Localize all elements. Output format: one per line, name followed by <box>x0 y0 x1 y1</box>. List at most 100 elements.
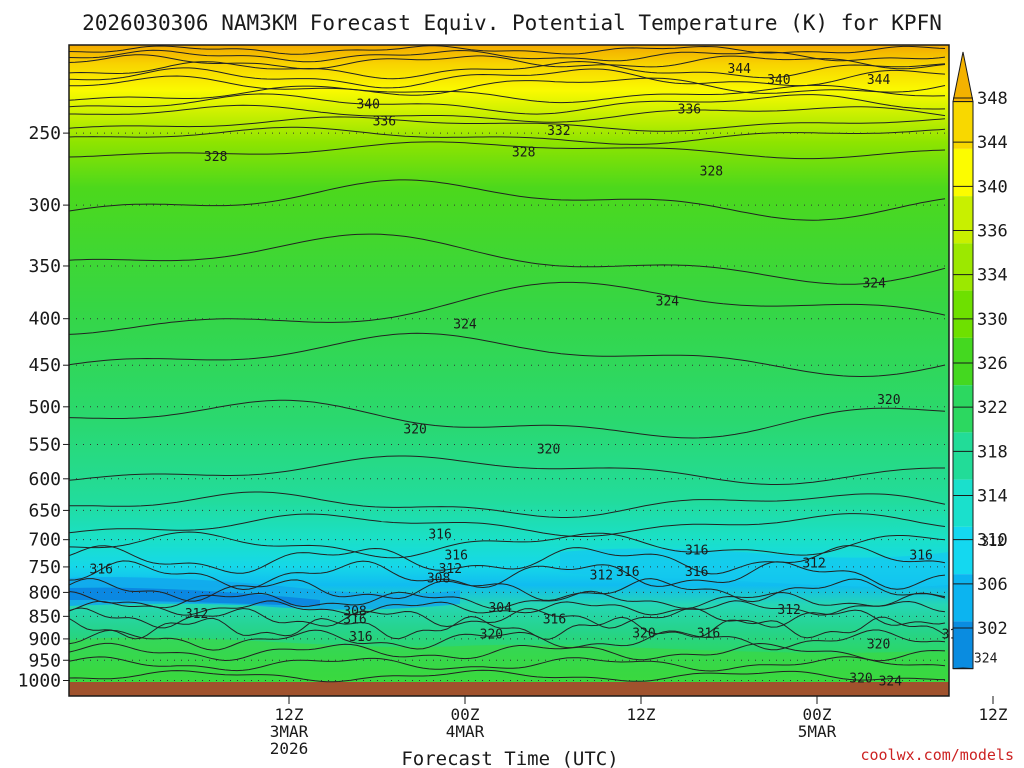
contour-label-41: 320 <box>849 672 872 687</box>
contour-label-25: 312 <box>802 557 825 572</box>
colorbar-band-9 <box>953 526 973 575</box>
contour-label-5: 336 <box>678 103 701 118</box>
y-tick-label-1000: 1000 <box>18 671 61 692</box>
contour-label-21: 316 <box>616 565 639 580</box>
contour-label-7: 328 <box>204 150 227 165</box>
cold-layer-east <box>560 548 949 587</box>
y-tick-label-950: 950 <box>28 650 61 671</box>
contour-label-31: 304 <box>488 601 512 616</box>
contour-label-11: 324 <box>656 295 680 310</box>
x-tick-label-3-0: 00Z <box>803 705 832 724</box>
contour-label-22: 312 <box>590 569 613 584</box>
colorbar-frame <box>952 101 974 670</box>
y-tick-label-850: 850 <box>28 606 61 627</box>
contour-line-3 <box>69 60 946 80</box>
contour-line-29 <box>69 642 946 662</box>
contour-label-20: 308 <box>427 571 450 586</box>
x-tick-label-1-0: 00Z <box>451 705 480 724</box>
contour-label-14: 320 <box>403 422 426 437</box>
colorbar-band-4 <box>953 290 973 338</box>
contour-label-10: 324 <box>862 277 886 292</box>
colorbar-band-3 <box>953 243 973 291</box>
contour-line-7 <box>69 93 946 115</box>
ground-strip <box>69 682 949 696</box>
cold-layer-west <box>69 577 460 610</box>
x-tick-label-4-0: 12Z <box>979 705 1008 724</box>
colorbar-label-12: 302 <box>977 619 1008 639</box>
contour-label-8: 328 <box>512 146 535 161</box>
contour-line-27 <box>69 615 946 640</box>
contour-label-1: 340 <box>767 73 790 88</box>
contour-line-12 <box>69 179 946 221</box>
contour-label-15: 320 <box>537 443 560 458</box>
x-tick-label-0-2: 2026 <box>270 739 309 758</box>
chart-title: 2026030306 NAM3KM Forecast Equiv. Potent… <box>82 11 942 35</box>
y-tick-label-500: 500 <box>28 397 61 418</box>
contour-line-20 <box>69 531 946 559</box>
y-tick-label-750: 750 <box>28 557 61 578</box>
colorbar-band-10 <box>953 574 973 622</box>
contour-line-13 <box>69 233 946 285</box>
contour-label-37: 316 <box>697 626 720 641</box>
colorbar-band-8 <box>953 479 973 527</box>
x-tick-label-0-1: 3MAR <box>270 722 309 741</box>
contour-label-4: 336 <box>373 114 396 129</box>
contour-label-29: 308 <box>343 605 366 620</box>
colorbar-band-11 <box>953 621 973 669</box>
contour-line-2 <box>69 54 946 70</box>
contour-label-32: 316 <box>543 613 566 628</box>
contour-label-30: 316 <box>343 613 366 628</box>
contour-label-3: 340 <box>356 98 379 113</box>
contour-label-23: 316 <box>685 544 708 559</box>
contour-line-31 <box>69 669 945 683</box>
contour-line-30 <box>69 656 946 672</box>
contour-line-23 <box>69 578 946 603</box>
colorbar-band-6 <box>953 385 973 433</box>
watermark: coolwx.com/models <box>860 746 1014 764</box>
contour-label-42: 324 <box>879 675 903 690</box>
x-tick-label-1-1: 4MAR <box>446 722 485 741</box>
contour-label-35: 320 <box>480 628 503 643</box>
colorbar-band-1 <box>953 148 973 197</box>
colorbar: 348 344 340 336 334 330 326 322 318 314 310 306 302 <box>952 51 1008 670</box>
colorbar-band-7 <box>953 432 973 480</box>
contour-line-24 <box>69 590 946 610</box>
contour-label-12: 324 <box>453 318 477 333</box>
y-tick-label-650: 650 <box>28 500 61 521</box>
contour-label-2: 344 <box>867 73 891 88</box>
x-axis-title: Forecast Time (UTC) <box>401 748 618 768</box>
contour-line-28 <box>69 629 946 651</box>
y-tick-label-600: 600 <box>28 469 61 490</box>
contour-label-19: 312 <box>439 562 462 577</box>
contour-line-8 <box>69 104 946 123</box>
contour-label-34: 316 <box>349 630 372 645</box>
contour-line-14 <box>69 281 946 335</box>
contour-line-10 <box>69 126 946 145</box>
y-tick-label-450: 450 <box>28 355 61 376</box>
y-tick-label-400: 400 <box>28 309 61 330</box>
contour-label-33: 312 <box>777 603 800 618</box>
contour-label-0: 344 <box>728 62 752 77</box>
plot-frame <box>68 44 950 697</box>
colorbar-label-0: 348 <box>977 89 1008 109</box>
colorbar-label-10: 310 <box>977 531 1008 551</box>
y-tick-label-900: 900 <box>28 629 61 650</box>
colorbar-label-6: 326 <box>977 354 1008 374</box>
contour-line-21 <box>69 544 946 575</box>
contour-line-9 <box>69 116 946 132</box>
contour-line-6 <box>69 84 946 104</box>
colorbar-label-4: 334 <box>977 266 1008 286</box>
contour-label-38: 320 <box>867 637 890 652</box>
contour-line-0 <box>69 45 946 55</box>
contour-lines <box>69 45 946 683</box>
contour-line-11 <box>69 141 946 160</box>
x-tick-label-2-0: 12Z <box>627 705 656 724</box>
contour-label-18: 316 <box>90 562 113 577</box>
contour-label-26: 316 <box>909 549 932 564</box>
contour-label-9: 328 <box>700 165 723 180</box>
contour-label-40: 324 <box>974 651 998 666</box>
contour-line-25 <box>69 600 946 616</box>
y-tick-label-550: 550 <box>28 434 61 455</box>
